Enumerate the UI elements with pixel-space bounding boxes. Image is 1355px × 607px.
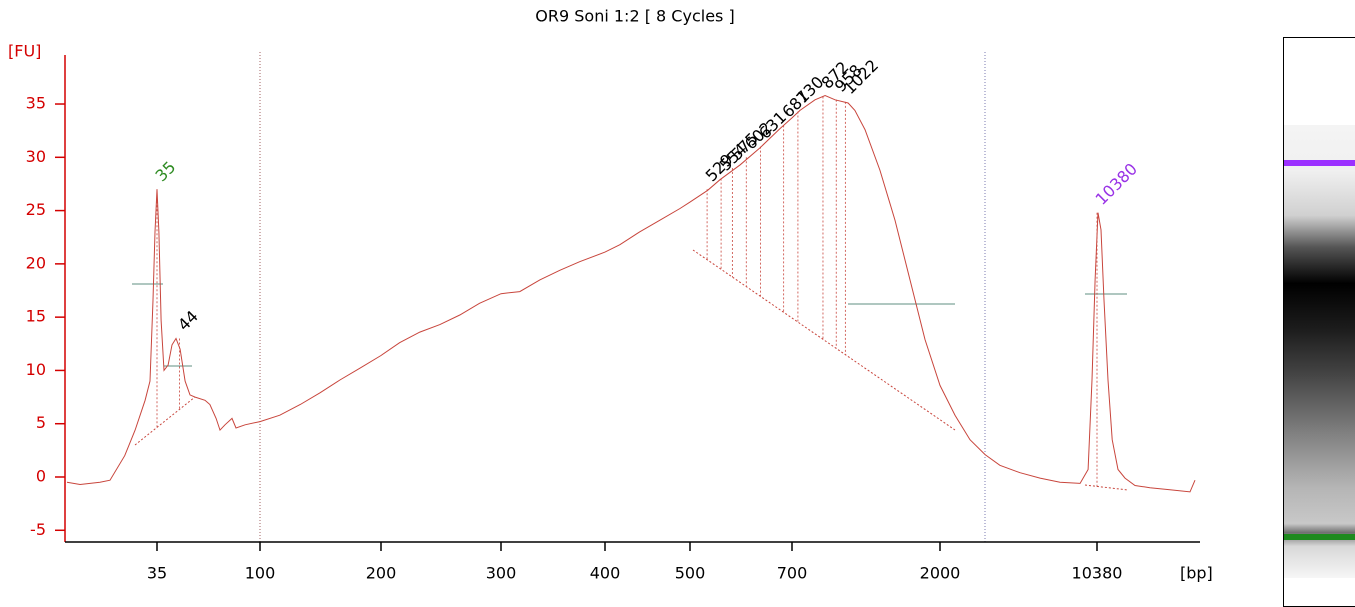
x-tick-label: 400 [590,564,621,583]
chart-title: OR9 Soni 1:2 [ 8 Cycles ] [535,7,734,26]
gel-upper-marker [1284,160,1355,166]
y-tick-label: 15 [26,307,46,326]
x-tick-label: 700 [777,564,808,583]
x-tick-label: 10380 [1072,564,1123,583]
peak-label: 1022 [840,56,882,98]
peak-label: 35 [152,157,180,185]
plot-area: -5 0 5 10 15 20 25 30 35 35 100 200 300 400 500 700 2000… [26,55,1200,583]
x-tick-label: 35 [147,564,167,583]
y-tick-label: 35 [26,94,46,113]
x-tick-label: 2000 [920,564,961,583]
y-tick-label: 30 [26,147,46,166]
y-tick-label: 20 [26,253,46,272]
x-tick-label: 200 [366,564,397,583]
y-tick-label: -5 [30,520,46,539]
peak-baseline [134,396,196,446]
y-axis-label: [FU] [8,42,41,61]
gel-lane [1284,125,1355,578]
x-tick-label: 500 [675,564,706,583]
peak-baseline [692,249,956,431]
y-tick-label: 25 [26,200,46,219]
y-tick-label: 10 [26,360,46,379]
y-tick-label: 5 [36,413,46,432]
x-tick-label: 100 [245,564,276,583]
peak-label: 44 [174,307,202,335]
peak-label: 10380 [1092,159,1141,208]
trace [66,94,1196,493]
peak-baseline [1084,484,1129,491]
y-tick-label: 0 [36,466,46,485]
x-tick-label: 300 [486,564,517,583]
x-axis-label: [bp] [1180,564,1213,583]
gel-lower-marker [1284,534,1355,540]
